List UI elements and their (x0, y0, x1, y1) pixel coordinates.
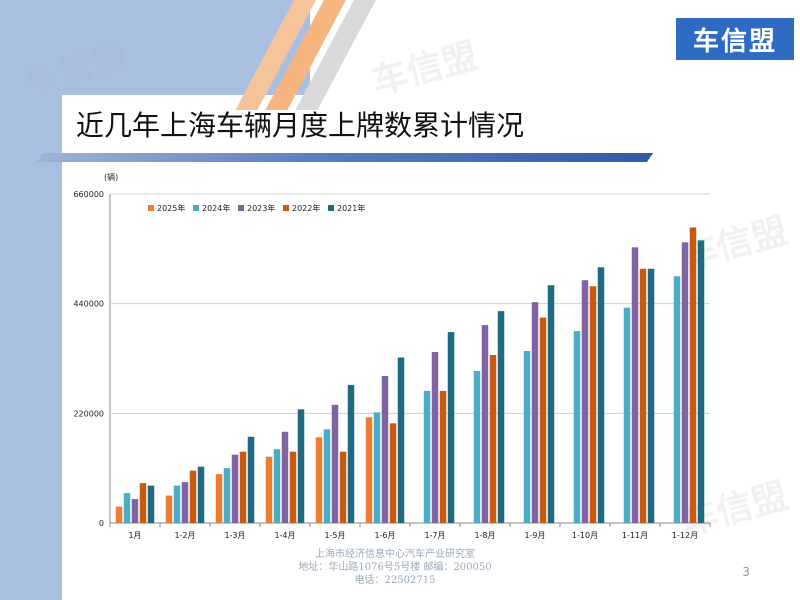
bar (647, 268, 655, 523)
footer-line: 上海市经济信息中心汽车产业研究室 (315, 549, 475, 560)
bar (173, 485, 181, 523)
bar (231, 454, 239, 523)
bar (423, 390, 431, 523)
bar (297, 409, 305, 523)
bar (265, 456, 273, 523)
bar (165, 495, 173, 523)
x-tick-label: 1-11月 (622, 531, 648, 540)
x-tick-label: 1月 (128, 531, 141, 540)
x-tick-label: 1-3月 (224, 531, 245, 540)
legend-swatch (148, 205, 154, 211)
legend-swatch (328, 205, 334, 211)
bar (447, 332, 455, 523)
legend-label: 2022年 (292, 203, 320, 213)
bar (215, 474, 223, 523)
bar (473, 370, 481, 523)
bar (489, 355, 497, 523)
brand-logo: 车信盟 (676, 18, 794, 60)
legend-swatch (238, 205, 244, 211)
bar (497, 311, 505, 523)
legend-label: 2024年 (202, 203, 230, 213)
bar (689, 227, 697, 523)
x-tick-label: 1-5月 (324, 531, 345, 540)
footer-info: 上海市经济信息中心汽车产业研究室 地址：华山路1076号5号楼 邮编：20005… (260, 548, 530, 587)
x-tick-label: 1-10月 (572, 531, 598, 540)
footer-line: 地址：华山路1076号5号楼 邮编：200050 (298, 562, 492, 573)
bar (315, 437, 323, 523)
bar (539, 317, 547, 523)
bar (531, 302, 539, 523)
bar (331, 404, 339, 523)
bar (547, 285, 555, 523)
legend-swatch (283, 205, 289, 211)
x-tick-label: 1-4月 (274, 531, 295, 540)
x-tick-label: 1-12月 (672, 531, 698, 540)
bar (373, 412, 381, 523)
bar (439, 390, 447, 523)
y-tick-label: 220000 (73, 409, 104, 418)
bar (681, 242, 689, 523)
bar (197, 466, 205, 523)
bar (123, 493, 131, 523)
x-tick-label: 1-7月 (424, 531, 445, 540)
bar (581, 280, 589, 523)
bar (631, 247, 639, 523)
bar (347, 384, 355, 523)
legend-label: 2025年 (157, 203, 185, 213)
bar (323, 429, 331, 523)
bar (481, 325, 489, 523)
bar (147, 485, 155, 523)
bar (397, 357, 405, 523)
bar (139, 483, 147, 523)
x-tick-label: 1-9月 (524, 531, 545, 540)
bar (281, 431, 289, 523)
bar (673, 276, 681, 523)
footer-line: 电话：22502715 (354, 575, 436, 586)
page-title: 近几年上海车辆月度上牌数累计情况 (76, 109, 525, 142)
bar (431, 352, 439, 523)
y-tick-label: 0 (99, 519, 104, 528)
bar (115, 506, 123, 523)
bar (597, 267, 605, 523)
bar (247, 436, 255, 523)
bar (239, 451, 247, 523)
x-tick-label: 1-6月 (374, 531, 395, 540)
legend-label: 2021年 (337, 203, 365, 213)
bar (339, 451, 347, 523)
bar (389, 423, 397, 523)
bar (697, 240, 705, 524)
bar (131, 499, 139, 523)
bar (639, 268, 647, 523)
x-tick-label: 1-2月 (174, 531, 195, 540)
bar (589, 286, 597, 523)
x-tick-label: 1-8月 (474, 531, 495, 540)
bar (289, 451, 297, 523)
bar (573, 331, 581, 523)
legend-label: 2023年 (247, 203, 275, 213)
bar (623, 307, 631, 523)
page-number: 3 (742, 565, 750, 579)
left-decor-band (0, 0, 62, 600)
bar (381, 375, 389, 523)
bar (523, 351, 531, 523)
bar (181, 482, 189, 523)
bar (189, 470, 197, 523)
bar (223, 468, 231, 523)
bar (365, 417, 373, 523)
bar (273, 449, 281, 523)
y-tick-label: 660000 (73, 190, 104, 199)
legend-swatch (193, 205, 199, 211)
y-tick-label: 440000 (73, 300, 104, 309)
y-unit-label: (辆) (104, 172, 118, 182)
